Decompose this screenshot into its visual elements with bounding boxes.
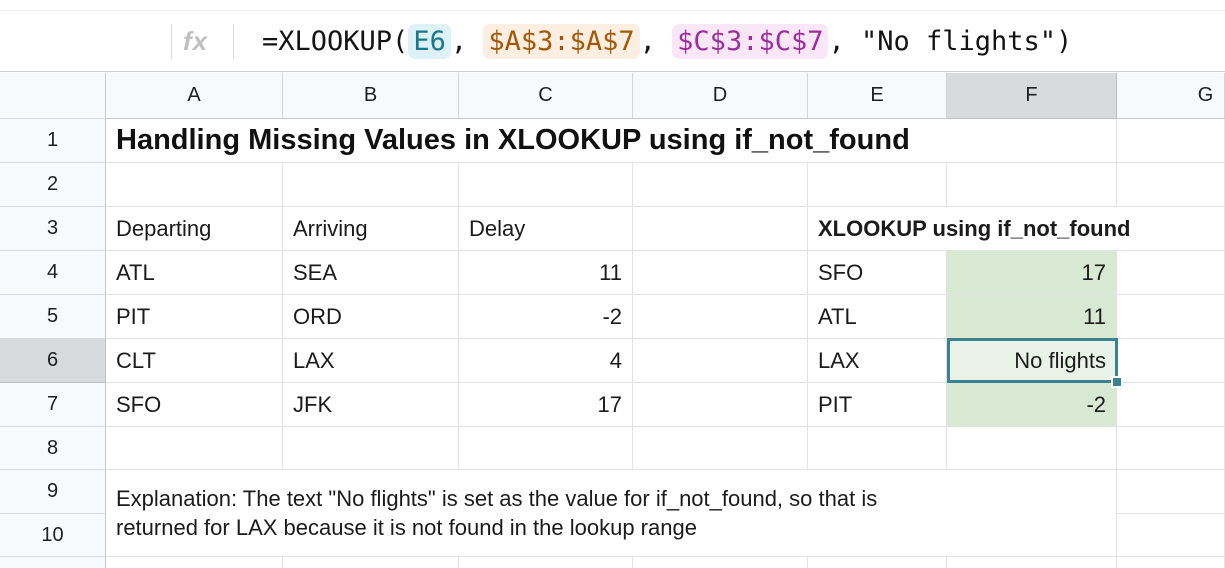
cell-E11-partial[interactable] xyxy=(808,557,947,568)
row-header-3[interactable]: 3 xyxy=(0,207,106,251)
cell-A7[interactable]: SFO xyxy=(106,383,283,427)
cell-C8[interactable] xyxy=(459,427,633,470)
cell-E3[interactable]: XLOOKUP using if_not_found xyxy=(808,207,1225,251)
cell-A2[interactable] xyxy=(106,163,283,207)
cell-C3[interactable]: Delay xyxy=(459,207,633,251)
row-header-9[interactable]: 9 xyxy=(0,470,106,514)
fill-handle[interactable] xyxy=(1111,376,1123,388)
cell-G11-partial[interactable] xyxy=(1117,557,1225,568)
cell-A9-explanation-merged[interactable]: Explanation: The text "No flights" is se… xyxy=(106,470,1117,557)
cell-D8[interactable] xyxy=(633,427,808,470)
cell-F6-selected[interactable]: No flights xyxy=(947,339,1117,383)
cell-E2[interactable] xyxy=(808,163,947,207)
row-header-8[interactable]: 8 xyxy=(0,427,106,470)
cell-G7[interactable] xyxy=(1117,383,1225,427)
formula-ref-return-range: $C$3:$C$7 xyxy=(672,24,829,59)
formula-text-plain: , xyxy=(450,26,484,57)
cell-A8[interactable] xyxy=(106,427,283,470)
formula-ref-lookup-range: $A$3:$A$7 xyxy=(483,24,640,59)
cell-F8[interactable] xyxy=(947,427,1117,470)
row-header-1[interactable]: 1 xyxy=(0,119,106,163)
formula-text-plain: =XLOOKUP( xyxy=(262,26,409,57)
cell-A1-title[interactable]: Handling Missing Values in XLOOKUP using… xyxy=(106,119,1117,163)
cell-A4[interactable]: ATL xyxy=(106,251,283,295)
cell-B5[interactable]: ORD xyxy=(283,295,459,339)
cell-A5[interactable]: PIT xyxy=(106,295,283,339)
cell-D6[interactable] xyxy=(633,339,808,383)
cell-D7[interactable] xyxy=(633,383,808,427)
col-header-C[interactable]: C xyxy=(459,73,633,119)
cell-B3[interactable]: Arriving xyxy=(283,207,459,251)
cell-A3[interactable]: Departing xyxy=(106,207,283,251)
col-header-A[interactable]: A xyxy=(106,73,283,119)
cell-F11-partial[interactable] xyxy=(947,557,1117,568)
row-header-4[interactable]: 4 xyxy=(0,251,106,295)
row-header-10[interactable]: 10 xyxy=(0,514,106,557)
col-header-F[interactable]: F xyxy=(947,73,1117,119)
cell-G6[interactable] xyxy=(1117,339,1225,383)
row-header-7[interactable]: 7 xyxy=(0,383,106,427)
explanation-text: Explanation: The text "No flights" is se… xyxy=(116,486,878,540)
row-header-2[interactable]: 2 xyxy=(0,163,106,207)
cell-E8[interactable] xyxy=(808,427,947,470)
cell-E7[interactable]: PIT xyxy=(808,383,947,427)
col-header-D[interactable]: D xyxy=(633,73,808,119)
cell-E5[interactable]: ATL xyxy=(808,295,947,339)
row-header-11-partial[interactable] xyxy=(0,557,106,568)
cell-B11-partial[interactable] xyxy=(283,557,459,568)
cell-G2[interactable] xyxy=(1117,163,1225,207)
col-header-G[interactable]: G xyxy=(1117,73,1225,119)
row-header-5[interactable]: 5 xyxy=(0,295,106,339)
cell-F5[interactable]: 11 xyxy=(947,295,1117,339)
cell-C7[interactable]: 17 xyxy=(459,383,633,427)
cell-E4[interactable]: SFO xyxy=(808,251,947,295)
formula-ref-e6: E6 xyxy=(408,24,451,59)
formula-bar-divider xyxy=(171,24,172,59)
cell-A6[interactable]: CLT xyxy=(106,339,283,383)
formula-input[interactable]: =XLOOKUP(E6, $A$3:$A$7, $C$3:$C$7, "No f… xyxy=(262,12,1215,71)
cell-B7[interactable]: JFK xyxy=(283,383,459,427)
cell-B4[interactable]: SEA xyxy=(283,251,459,295)
cell-C6[interactable]: 4 xyxy=(459,339,633,383)
sheet-grid: A B C D E F G 1 2 3 4 5 6 7 8 9 10 Handl… xyxy=(0,73,1225,568)
formula-text-plain: , xyxy=(639,26,673,57)
cell-D3[interactable] xyxy=(633,207,808,251)
col-header-B[interactable]: B xyxy=(283,73,459,119)
fx-icon: fx xyxy=(183,26,209,56)
cell-F4[interactable]: 17 xyxy=(947,251,1117,295)
cell-G10[interactable] xyxy=(1117,514,1225,557)
cell-G9[interactable] xyxy=(1117,470,1225,514)
cell-G8[interactable] xyxy=(1117,427,1225,470)
row-header-6[interactable]: 6 xyxy=(0,339,106,383)
cell-G5[interactable] xyxy=(1117,295,1225,339)
cell-F7[interactable]: -2 xyxy=(947,383,1117,427)
toolbar-edge xyxy=(0,0,1225,11)
cell-C2[interactable] xyxy=(459,163,633,207)
cell-C4[interactable]: 11 xyxy=(459,251,633,295)
cell-D5[interactable] xyxy=(633,295,808,339)
cell-D11-partial[interactable] xyxy=(633,557,808,568)
col-header-E[interactable]: E xyxy=(808,73,947,119)
cell-B8[interactable] xyxy=(283,427,459,470)
cell-C5[interactable]: -2 xyxy=(459,295,633,339)
cell-C11-partial[interactable] xyxy=(459,557,633,568)
cell-D4[interactable] xyxy=(633,251,808,295)
cell-A11-partial[interactable] xyxy=(106,557,283,568)
cell-D2[interactable] xyxy=(633,163,808,207)
cell-G1[interactable] xyxy=(1117,119,1225,163)
cell-B2[interactable] xyxy=(283,163,459,207)
cell-F2[interactable] xyxy=(947,163,1117,207)
cell-G4[interactable] xyxy=(1117,251,1225,295)
formula-bar: fx =XLOOKUP(E6, $A$3:$A$7, $C$3:$C$7, "N… xyxy=(0,12,1225,72)
cell-E6[interactable]: LAX xyxy=(808,339,947,383)
cell-B6[interactable]: LAX xyxy=(283,339,459,383)
formula-bar-divider xyxy=(233,24,234,59)
formula-text-plain: , "No flights") xyxy=(828,26,1073,57)
corner-select-all[interactable] xyxy=(0,73,106,119)
